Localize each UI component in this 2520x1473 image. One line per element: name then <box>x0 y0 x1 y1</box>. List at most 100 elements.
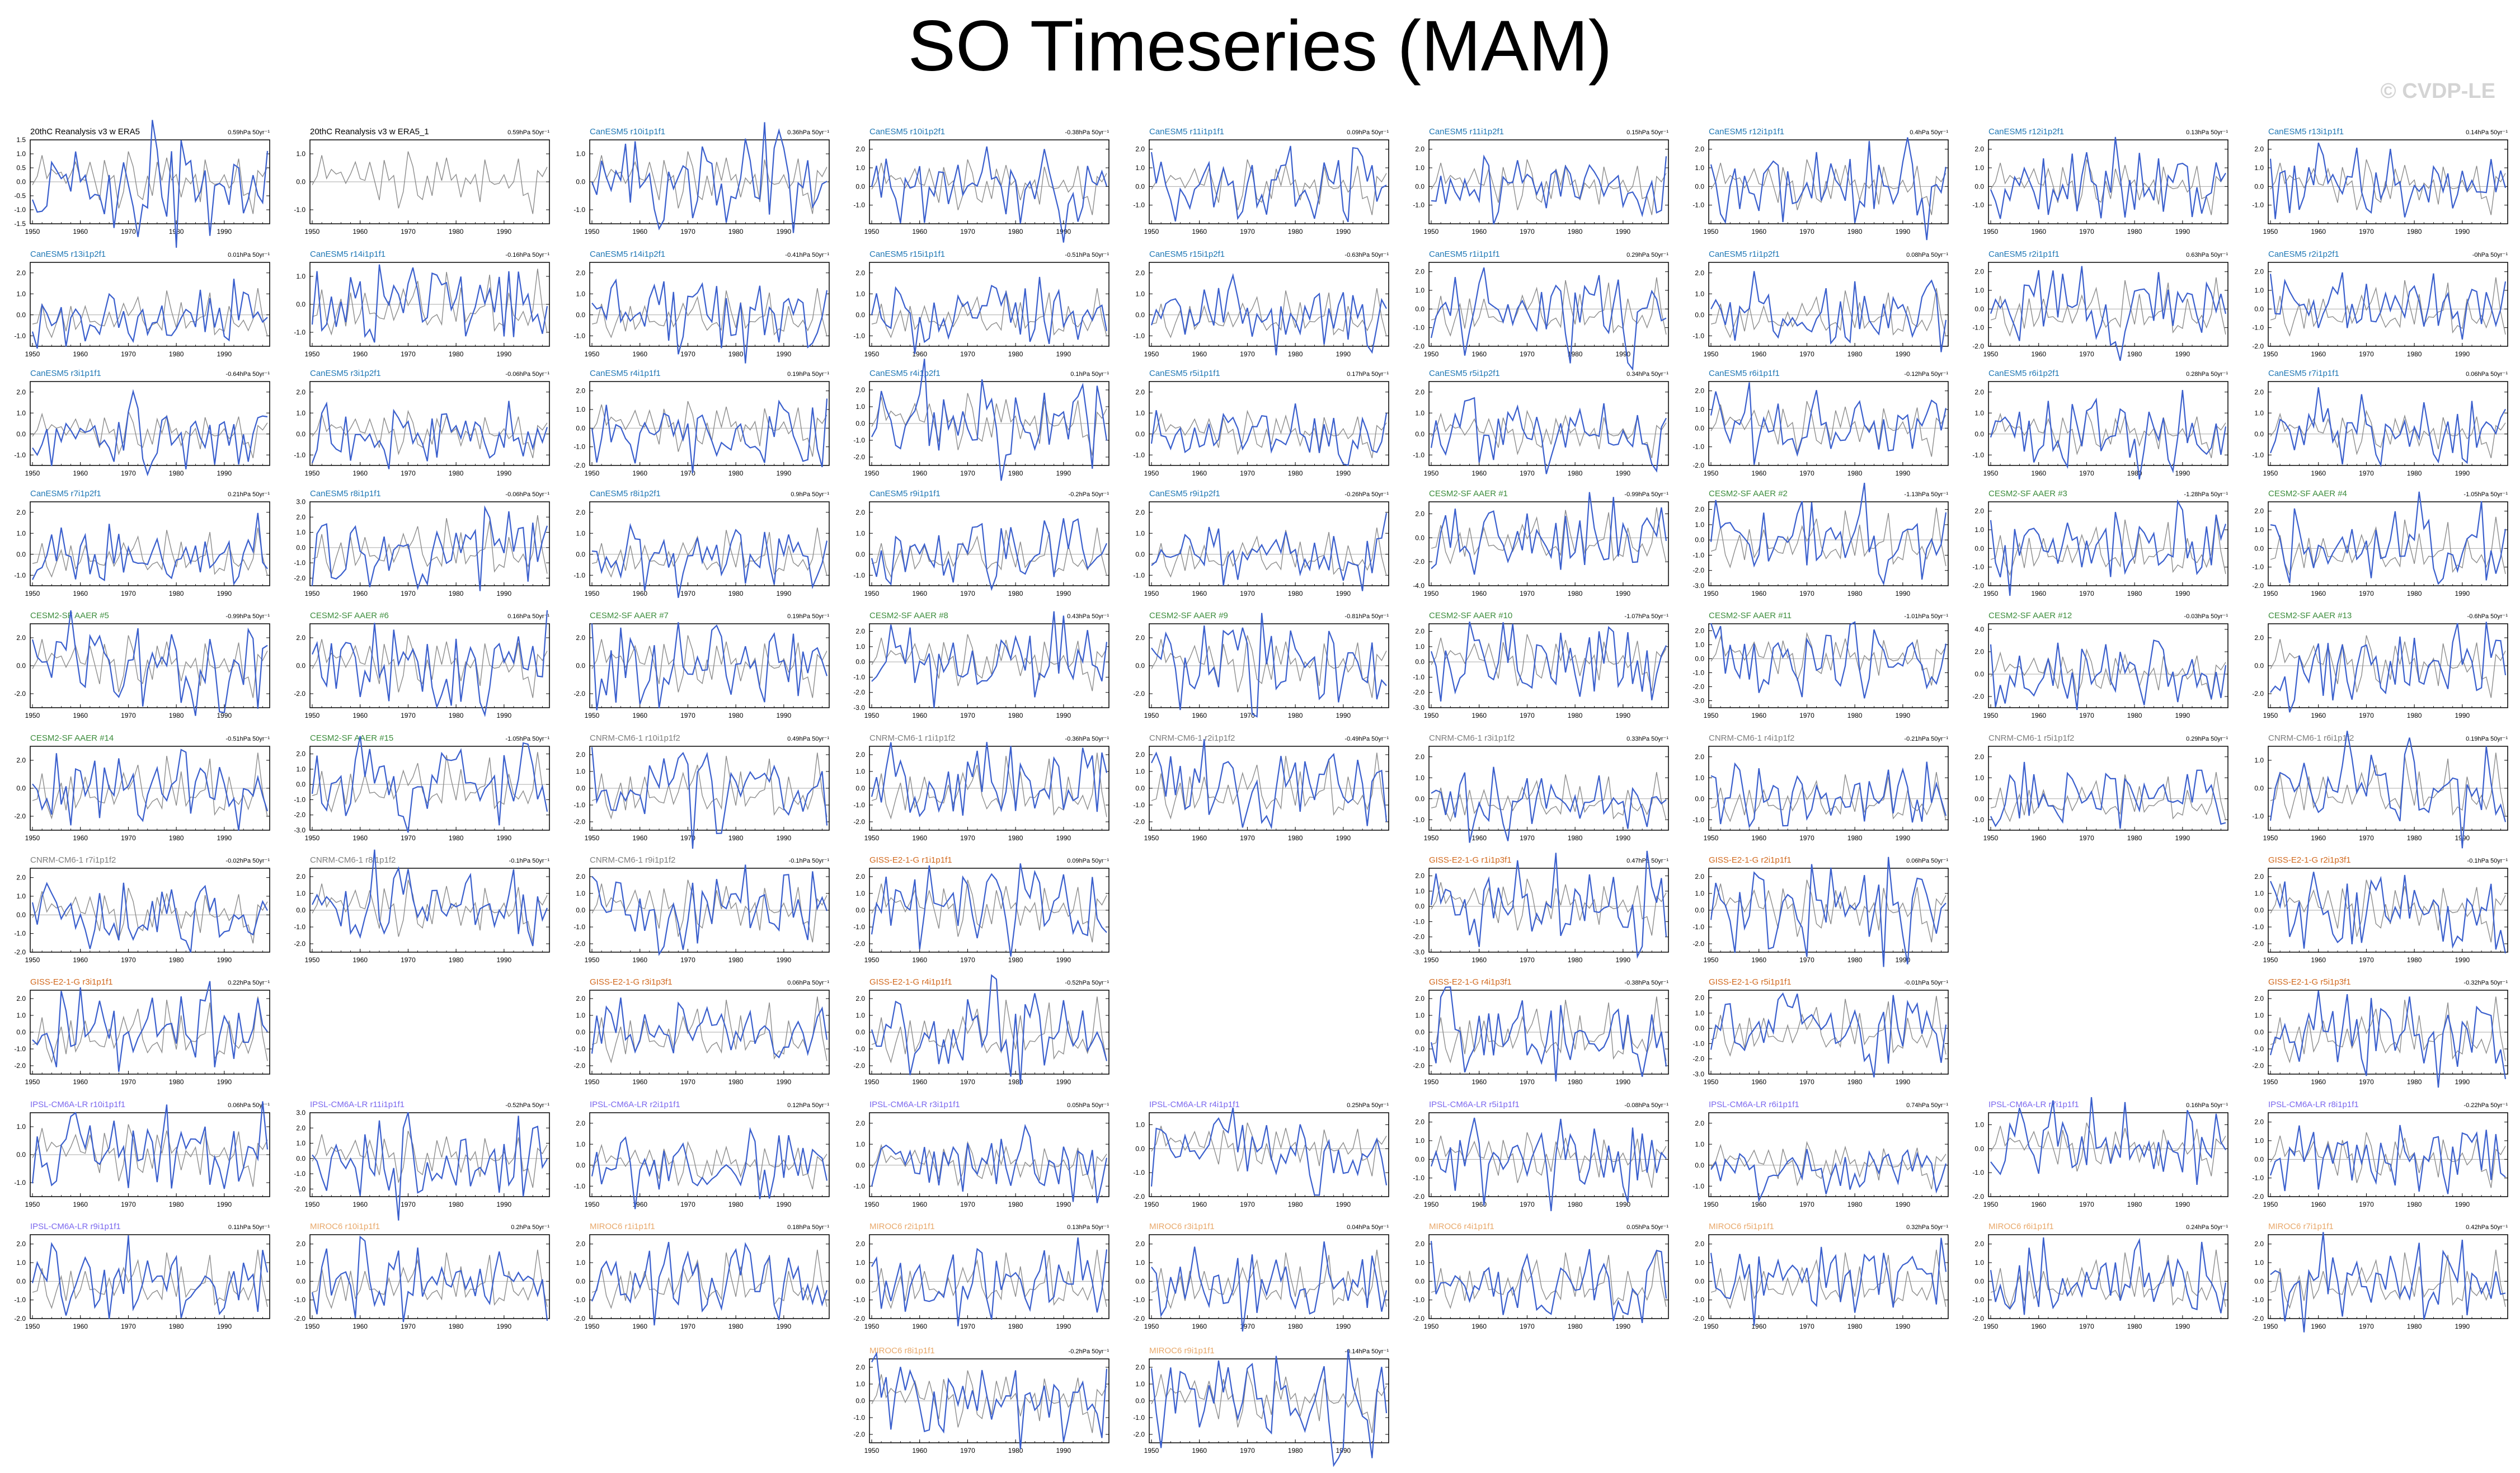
x-tick-label: 1970 <box>121 1078 136 1086</box>
panel-trend: 0.33hPa 50yr⁻¹ <box>1626 736 1668 742</box>
x-tick-label: 1950 <box>2263 956 2278 964</box>
panel: CESM2-SF AAER #8 0.43hPa 50yr⁻¹ 2.0 1.0 0.0 -… <box>853 611 1109 719</box>
member-series-line <box>1710 856 1947 967</box>
x-tick-label: 1950 <box>2263 1078 2278 1086</box>
panel-label: CESM2-SF AAER #7 <box>590 611 669 620</box>
panel-label: CanESM5 r9i1p2f1 <box>1149 489 1220 498</box>
x-tick-label: 1990 <box>1336 590 1351 597</box>
panel: CESM2-SF AAER #11 -1.01hPa 50yr⁻¹ 2.0 1.0 0.… <box>1692 611 1949 719</box>
x-tick-label: 1960 <box>912 1323 927 1330</box>
y-tick-label: 1.0 <box>296 150 305 158</box>
panel: CanESM5 r5i1p2f1 0.34hPa 50yr⁻¹ 2.0 1.0 0.0 -… <box>1413 369 1669 477</box>
y-tick-label: 1.0 <box>1974 1121 1984 1128</box>
y-tick-label: 2.0 <box>1135 634 1145 642</box>
panel: CNRM-CM6-1 r8i1p1f2 -0.1hPa 50yr⁻¹ 2.0 1.0 0… <box>294 849 550 964</box>
obs-series-line <box>871 527 1107 578</box>
x-tick-label: 1990 <box>1896 834 1911 842</box>
y-tick-label: -1.0 <box>1133 571 1145 579</box>
panel-label: 20thC Reanalysis v3 w ERA5 <box>30 127 140 137</box>
y-tick-label: 0.0 <box>1974 1145 1984 1152</box>
panel-frame <box>1428 1234 1669 1319</box>
x-tick-label: 1990 <box>777 590 792 597</box>
y-tick-label: 1.0 <box>16 529 26 537</box>
x-tick-label: 1980 <box>1847 1078 1863 1086</box>
y-tick-label: -2.0 <box>2252 1315 2264 1323</box>
panel-label: CESM2-SF AAER #3 <box>1988 489 2067 498</box>
y-tick-label: 0.0 <box>1695 536 1704 544</box>
y-tick-label: 1.0 <box>1135 529 1145 537</box>
x-tick-label: 1990 <box>217 712 232 719</box>
panel-trend: -0.51hPa 50yr⁻¹ <box>1065 252 1109 258</box>
y-tick-label: 0.0 <box>1415 1277 1424 1285</box>
panel: CESM2-SF AAER #2 -1.13hPa 50yr⁻¹ 2.0 1.0 0.0… <box>1692 482 1949 597</box>
x-tick-label: 1990 <box>497 228 512 236</box>
y-tick-label: 1.0 <box>1415 409 1424 417</box>
x-tick-label: 1950 <box>585 1078 600 1086</box>
x-tick-label: 1950 <box>25 469 40 477</box>
panel-frame <box>1988 381 2228 466</box>
panel-label: CESM2-SF AAER #12 <box>1988 611 2072 620</box>
obs-series-line <box>591 752 828 820</box>
y-tick-label: 0.0 <box>1695 1277 1704 1285</box>
panel-label: CNRM-CM6-1 r10i1p1f2 <box>590 733 680 743</box>
obs-series-line <box>591 1249 828 1309</box>
panel: CanESM5 r13i1p2f1 0.01hPa 50yr⁻¹ 2.0 1.0 0.0… <box>14 250 270 358</box>
x-tick-label: 1980 <box>1847 1323 1863 1330</box>
x-tick-label: 1980 <box>1568 1201 1583 1208</box>
x-tick-label: 1980 <box>169 469 184 477</box>
panel-trend: 0.09hPa 50yr⁻¹ <box>1067 858 1109 864</box>
panel: CESM2-SF AAER #4 -1.05hPa 50yr⁻¹ 2.0 1.0 0.0… <box>2252 489 2508 597</box>
obs-series-line <box>1710 401 1947 457</box>
x-tick-label: 1980 <box>2407 1323 2422 1330</box>
panel-trend: -0.49hPa 50yr⁻¹ <box>1344 736 1389 742</box>
y-tick-label: -1.0 <box>853 1045 865 1053</box>
panel: CanESM5 r6i1p1f1 -0.12hPa 50yr⁻¹ 2.0 1.0 0.0… <box>1692 369 1949 477</box>
panel-frame <box>1428 746 1669 831</box>
y-tick-label: -2.0 <box>853 1062 865 1070</box>
panel: CNRM-CM6-1 r5i1p1f2 0.29hPa 50yr⁻¹ 2.0 1.0 0… <box>1972 733 2228 842</box>
x-tick-label: 1950 <box>864 469 880 477</box>
y-tick-label: 1.0 <box>296 890 305 897</box>
member-series-line <box>871 1351 1108 1450</box>
panel-label: CNRM-CM6-1 r5i1p1f2 <box>1988 733 2074 743</box>
x-tick-label: 1950 <box>1704 228 1719 236</box>
y-tick-label: 0.0 <box>2254 662 2264 670</box>
member-series-line <box>1430 1241 1667 1323</box>
panel-frame <box>1708 381 1949 466</box>
y-tick-label: 2.0 <box>296 873 305 881</box>
x-tick-label: 1990 <box>1616 590 1631 597</box>
member-series-line <box>1710 271 1947 352</box>
y-tick-label: 2.0 <box>1695 387 1704 395</box>
x-tick-label: 1990 <box>2455 1323 2470 1330</box>
y-tick-label: 1.0 <box>1974 526 1984 534</box>
x-tick-label: 1970 <box>960 712 975 719</box>
x-tick-label: 1950 <box>1704 834 1719 842</box>
x-tick-label: 1990 <box>2455 228 2470 236</box>
member-series-line <box>311 505 548 591</box>
panel-label: CanESM5 r14i1p1f1 <box>310 250 385 259</box>
member-series-line <box>591 747 828 849</box>
x-tick-label: 1960 <box>2311 590 2326 597</box>
obs-series-line <box>312 879 548 943</box>
panel-label: CNRM-CM6-1 r3i1p1f2 <box>1429 733 1515 743</box>
x-tick-label: 1990 <box>777 834 792 842</box>
x-tick-label: 1950 <box>1144 350 1159 358</box>
obs-series-line <box>2270 752 2506 820</box>
y-tick-label: 0.0 <box>296 544 305 552</box>
x-tick-label: 1960 <box>73 590 88 597</box>
x-tick-label: 1950 <box>864 834 880 842</box>
x-tick-label: 1970 <box>960 1447 975 1455</box>
y-tick-label: 2.0 <box>855 145 865 153</box>
x-tick-label: 1950 <box>1424 834 1439 842</box>
y-tick-label: 0.0 <box>576 1277 585 1285</box>
panel: CanESM5 r6i1p2f1 0.28hPa 50yr⁻¹ 2.0 1.0 0.0 -… <box>1972 369 2228 480</box>
panel-trend: -0.21hPa 50yr⁻¹ <box>1904 736 1948 742</box>
member-series-line <box>1431 492 1667 575</box>
y-tick-label: 1.0 <box>1415 286 1424 294</box>
panel-label: CanESM5 r5i1p1f1 <box>1149 369 1220 378</box>
y-tick-label: 1.0 <box>296 529 305 537</box>
y-tick-label: 1.0 <box>1135 1121 1145 1128</box>
y-tick-label: 2.0 <box>1415 995 1424 1003</box>
x-tick-label: 1980 <box>2407 228 2422 236</box>
obs-series-line <box>312 269 548 336</box>
